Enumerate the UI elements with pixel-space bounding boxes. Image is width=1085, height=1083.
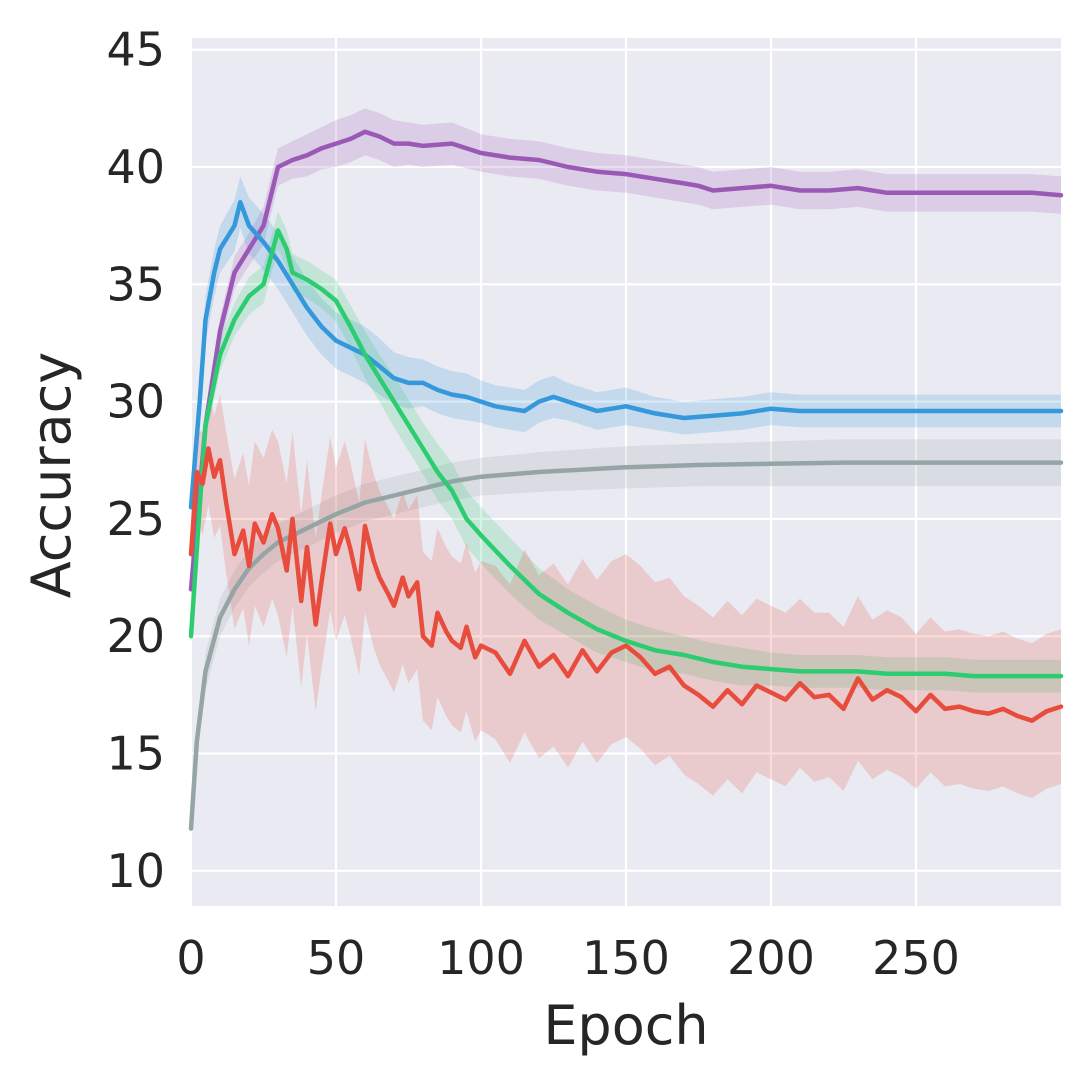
series-lines <box>188 129 1064 831</box>
series-line-purple <box>188 129 1064 592</box>
y-axis-label: Accuracy <box>20 352 83 599</box>
y-axis-ticks: 10 15 20 25 30 35 40 45 <box>106 23 165 898</box>
x-tick-label: 50 <box>307 931 366 985</box>
series-band-gray <box>191 439 1061 834</box>
y-tick-label: 30 <box>106 375 165 429</box>
series-line-blue <box>188 199 1064 510</box>
y-tick-label: 10 <box>106 844 165 898</box>
x-tick-label: 250 <box>872 931 960 985</box>
x-tick-label: 150 <box>582 931 670 985</box>
x-tick-label: 200 <box>727 931 815 985</box>
y-tick-label: 45 <box>106 23 165 77</box>
grid-lines <box>189 38 1061 906</box>
y-tick-label: 40 <box>106 140 165 194</box>
series-line-gray <box>188 460 1064 831</box>
series-band-red <box>191 392 1061 799</box>
x-tick-label: 0 <box>176 931 205 985</box>
series-band-blue <box>191 176 1061 519</box>
y-tick-label: 15 <box>106 727 165 781</box>
y-tick-label: 25 <box>106 492 165 546</box>
y-tick-label: 35 <box>106 257 165 311</box>
series-line-green <box>188 228 1064 679</box>
confidence-bands <box>191 108 1061 834</box>
series-line-red <box>188 446 1064 723</box>
series-band-purple <box>191 108 1061 597</box>
x-axis-label: Epoch <box>543 994 708 1057</box>
x-axis-ticks: 0 50 100 150 200 250 <box>176 931 960 985</box>
y-tick-label: 20 <box>106 609 165 663</box>
x-tick-label: 100 <box>437 931 525 985</box>
